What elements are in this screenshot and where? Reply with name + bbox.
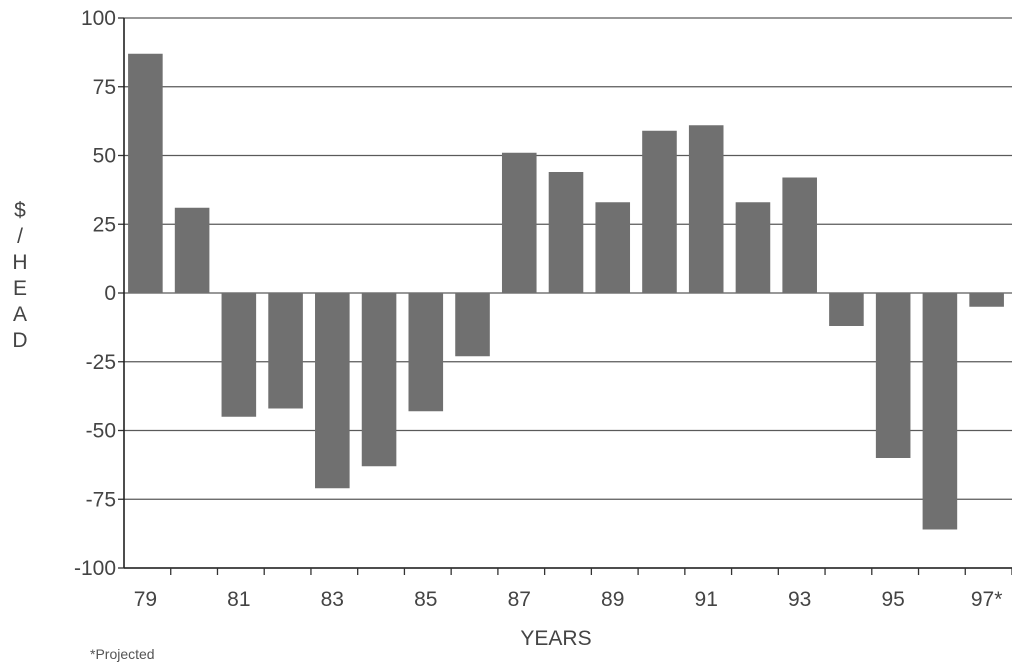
- x-tick-label: 79: [134, 588, 157, 611]
- bar-88: [548, 172, 584, 293]
- bar-97*: [969, 293, 1004, 307]
- bar-89: [595, 202, 631, 293]
- y-tick-label: 25: [93, 213, 116, 236]
- x-tick-label: 81: [227, 588, 250, 611]
- bar-80: [174, 207, 210, 293]
- y-tick-label: -25: [86, 351, 116, 374]
- bar-81: [221, 293, 257, 417]
- bar-86: [455, 293, 490, 357]
- y-axis-label-char: A: [12, 303, 27, 326]
- bar-82: [268, 293, 303, 409]
- bar-94: [829, 293, 864, 326]
- bar-83: [315, 293, 350, 489]
- x-tick-label: 83: [321, 588, 344, 611]
- y-tick-label: 0: [104, 282, 116, 305]
- x-tick-label: 97*: [971, 588, 1003, 611]
- y-axis-label-char: E: [12, 277, 27, 300]
- bar-87: [501, 152, 537, 293]
- y-tick-label: 50: [93, 145, 116, 168]
- y-tick-label: 100: [81, 7, 116, 30]
- y-axis-label-char: $: [14, 199, 26, 222]
- x-tick-label: 87: [508, 588, 531, 611]
- bars: [128, 53, 1004, 530]
- bar-79: [128, 53, 163, 293]
- y-axis-label: $ / H E A D: [8, 198, 32, 354]
- x-tick-label: 89: [601, 588, 624, 611]
- bar-95: [875, 293, 911, 458]
- x-tick-label: 91: [695, 588, 718, 611]
- y-axis-label-char: /: [17, 225, 23, 248]
- footnote: *Projected: [90, 646, 155, 662]
- bar-92: [735, 202, 771, 293]
- x-tick-label: 95: [881, 588, 904, 611]
- x-tick-label: 85: [414, 588, 437, 611]
- bar-85: [408, 293, 444, 412]
- axes: [118, 17, 1012, 575]
- x-tick-label: 93: [788, 588, 811, 611]
- bar-90: [642, 130, 677, 293]
- bar-91: [688, 125, 724, 293]
- y-axis-label-char: D: [12, 329, 28, 352]
- tick-labels: 100 75 50 25 0 -25 -50 -75 -100 79 81 83 85 87 89 91 93 9…: [74, 7, 1002, 611]
- bar-84: [361, 293, 397, 467]
- y-tick-label: 75: [93, 76, 116, 99]
- bar-93: [782, 177, 817, 293]
- x-axis-label: YEARS: [520, 627, 592, 650]
- y-tick-label: -100: [74, 557, 116, 580]
- bar-96: [922, 293, 958, 530]
- y-tick-label: -50: [86, 420, 116, 443]
- y-axis-label-char: H: [12, 251, 28, 274]
- y-tick-label: -75: [86, 488, 116, 511]
